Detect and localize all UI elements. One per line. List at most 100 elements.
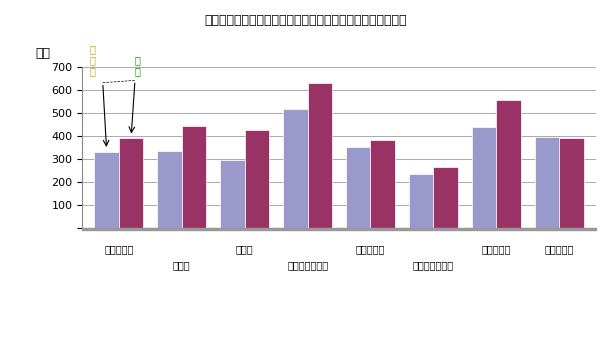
Bar xyxy=(407,228,411,230)
Bar xyxy=(516,228,519,230)
Bar xyxy=(94,152,119,228)
Bar xyxy=(411,228,415,230)
Bar xyxy=(131,228,135,230)
Bar xyxy=(166,228,170,230)
Bar xyxy=(182,126,207,228)
Bar xyxy=(163,228,166,230)
Bar xyxy=(221,228,224,230)
Text: 鳥
取
県: 鳥 取 県 xyxy=(90,44,96,76)
Bar xyxy=(566,228,570,230)
Bar xyxy=(170,228,174,230)
Bar xyxy=(310,228,314,230)
Bar xyxy=(346,147,370,228)
Bar xyxy=(283,228,287,230)
Text: サービス業: サービス業 xyxy=(544,244,574,254)
Bar xyxy=(287,228,290,230)
Bar xyxy=(423,228,426,230)
Bar xyxy=(434,228,438,230)
Bar xyxy=(178,228,181,230)
Bar xyxy=(496,100,521,228)
Bar xyxy=(562,228,566,230)
Bar xyxy=(426,228,430,230)
Bar xyxy=(127,228,131,230)
Bar xyxy=(395,228,399,230)
Bar xyxy=(151,228,155,230)
Text: 調査産業計: 調査産業計 xyxy=(104,244,134,254)
Bar xyxy=(558,228,562,230)
Bar xyxy=(295,228,298,230)
Text: 金融保険業: 金融保険業 xyxy=(481,244,511,254)
Bar xyxy=(345,228,349,230)
Bar xyxy=(539,228,543,230)
Bar xyxy=(104,228,108,230)
Bar xyxy=(438,228,442,230)
Bar xyxy=(469,228,473,230)
Bar xyxy=(205,228,209,230)
Bar xyxy=(337,228,341,230)
Bar xyxy=(112,228,115,230)
Bar xyxy=(535,228,539,230)
Bar xyxy=(481,228,485,230)
Bar xyxy=(582,228,586,230)
Bar xyxy=(252,228,255,230)
Bar xyxy=(341,228,345,230)
Bar xyxy=(143,228,147,230)
Bar xyxy=(559,138,584,228)
Bar xyxy=(318,228,321,230)
Bar xyxy=(139,228,143,230)
Bar xyxy=(108,228,112,230)
Bar xyxy=(224,228,229,230)
Text: 運輸通信業: 運輸通信業 xyxy=(356,244,385,254)
Bar xyxy=(229,228,232,230)
Bar xyxy=(535,137,559,228)
Bar xyxy=(92,228,97,230)
Bar xyxy=(446,228,450,230)
Bar xyxy=(415,228,419,230)
Bar xyxy=(298,228,302,230)
Bar xyxy=(174,228,178,230)
Text: 全
国: 全 国 xyxy=(134,55,140,76)
Bar xyxy=(232,228,236,230)
Text: 卸小売業飲食店: 卸小売業飲食店 xyxy=(413,260,454,270)
Text: 電気ガス水道業: 電気ガス水道業 xyxy=(287,260,328,270)
Bar xyxy=(508,228,512,230)
Text: 建設業: 建設業 xyxy=(173,260,191,270)
Text: 製造業: 製造業 xyxy=(236,244,254,254)
Bar xyxy=(555,228,558,230)
Bar xyxy=(392,228,395,230)
Bar xyxy=(364,228,368,230)
Bar xyxy=(283,109,307,228)
Bar xyxy=(450,228,453,230)
Bar xyxy=(275,228,279,230)
Bar xyxy=(473,228,477,230)
Bar xyxy=(477,228,481,230)
Bar xyxy=(157,151,182,228)
Bar xyxy=(380,228,384,230)
Bar xyxy=(260,228,263,230)
Bar xyxy=(306,228,310,230)
Bar xyxy=(135,228,139,230)
Bar xyxy=(290,228,295,230)
Bar xyxy=(213,228,217,230)
Bar xyxy=(570,228,574,230)
Bar xyxy=(360,228,364,230)
Bar xyxy=(248,228,252,230)
Bar xyxy=(307,83,332,228)
Bar xyxy=(472,127,496,228)
Bar xyxy=(384,228,387,230)
Bar xyxy=(419,228,423,230)
Bar xyxy=(376,228,380,230)
Bar xyxy=(372,228,376,230)
Bar xyxy=(220,160,244,228)
Bar xyxy=(279,228,283,230)
Bar xyxy=(500,228,504,230)
Bar xyxy=(209,228,213,230)
Text: 図１２　現金給与総額の全国との産業別比較（３０人以上）: 図１２ 現金給与総額の全国との産業別比較（３０人以上） xyxy=(204,14,407,27)
Bar xyxy=(194,228,197,230)
Bar xyxy=(314,228,318,230)
Bar xyxy=(466,228,469,230)
Bar xyxy=(333,228,337,230)
Bar xyxy=(543,228,547,230)
Bar xyxy=(123,228,127,230)
Bar xyxy=(370,140,395,228)
